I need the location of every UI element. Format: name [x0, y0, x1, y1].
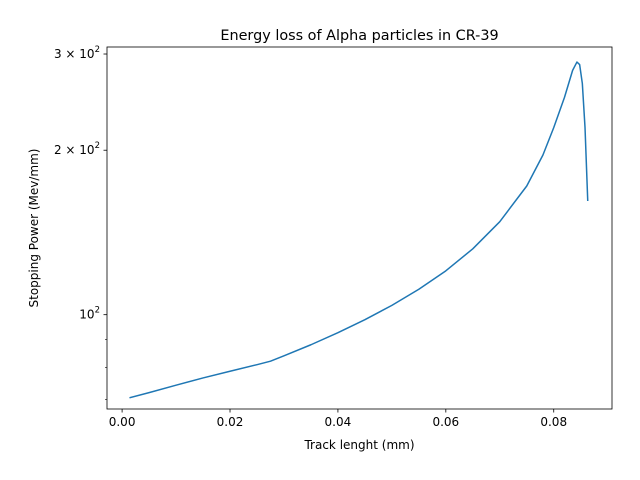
x-tick-label: 0.00: [109, 415, 136, 429]
y-tick-label: 102: [79, 306, 100, 322]
y-tick-exponent: 2: [95, 306, 100, 316]
y-axis-label: Stopping Power (Mev/mm): [27, 149, 41, 308]
axes-frame: [106, 46, 613, 410]
y-tick-mantissa: 2 ×: [54, 143, 79, 157]
x-tick-label: 0.02: [217, 415, 244, 429]
y-tick-base: 10: [79, 143, 94, 157]
plot-area: [129, 61, 589, 399]
y-tick-exponent: 2: [95, 45, 100, 55]
series-line: [129, 61, 589, 399]
x-axis-label: Track lenght (mm): [303, 438, 414, 452]
x-tick-label: 0.06: [432, 415, 459, 429]
y-tick-base: 10: [79, 308, 94, 322]
y-tick-base: 10: [79, 47, 94, 61]
y-tick-label: 3 × 102: [54, 45, 100, 61]
x-axis-ticks: 0.00 0.02 0.04 0.06 0.08: [109, 409, 567, 429]
y-tick-label: 2 × 102: [54, 141, 100, 157]
y-tick-exponent: 2: [95, 141, 100, 151]
x-tick-label: 0.04: [325, 415, 352, 429]
x-tick-label: 0.08: [540, 415, 567, 429]
y-tick-mantissa: 3 ×: [54, 47, 79, 61]
chart-title: Energy loss of Alpha particles in CR-39: [220, 28, 498, 44]
